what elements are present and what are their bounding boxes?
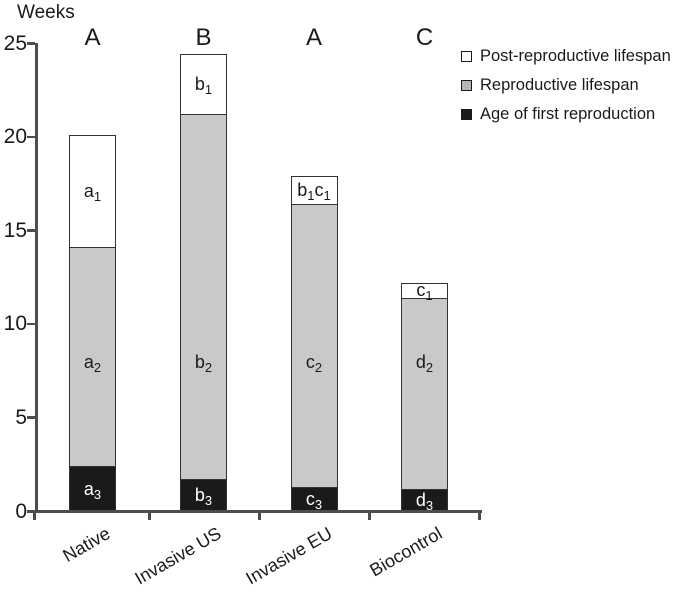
subscript: 1 [204, 82, 213, 98]
subscript: 2 [425, 359, 434, 375]
x-axis-label: Invasive EU [242, 523, 336, 589]
legend-swatch-icon [461, 50, 472, 62]
y-tick-label: 5 [15, 405, 27, 429]
y-axis-line [35, 43, 38, 513]
legend-swatch-icon [461, 108, 472, 120]
x-axis-label: Invasive US [131, 523, 225, 589]
y-tick [27, 42, 35, 45]
y-tick [27, 416, 35, 419]
bar-invasive-us-segment-top [180, 54, 227, 115]
significance-letter: A [305, 24, 323, 51]
x-axis-line [35, 509, 482, 513]
segment-label: c1 [416, 280, 433, 303]
subscript: 1 [307, 187, 315, 203]
subscript: 3 [314, 496, 323, 512]
bar-biocontrol-segment-top [401, 282, 448, 298]
y-tick [27, 135, 35, 139]
y-tick-label: 25 [3, 31, 27, 55]
subscript: 3 [204, 492, 213, 508]
segment-label: b1c1 [297, 179, 331, 203]
y-tick-label: 0 [15, 499, 27, 523]
y-tick-label: 10 [3, 312, 27, 336]
legend-item-post-reproductive-lifespan: Post-reproductive lifespan [461, 47, 671, 65]
y-tick [27, 510, 35, 513]
segment-label: a2 [83, 352, 102, 375]
bar-invasive-eu-segment-middle [290, 203, 338, 487]
x-axis-label: Biocontrol [366, 523, 446, 581]
y-tick-label: 20 [3, 125, 27, 149]
subscript: 2 [204, 359, 213, 375]
bar-native-segment-middle [69, 247, 116, 467]
subscript: 3 [425, 497, 434, 513]
significance-letter: C [415, 24, 434, 51]
legend-item-age-of-first-reproduction: Age of first reproduction [461, 105, 671, 123]
subscript: 1 [323, 187, 331, 203]
x-tick [148, 512, 151, 520]
x-tick [33, 512, 36, 520]
legend: Post-reproductive lifespan Reproductive l… [461, 47, 671, 137]
segment-label: b2 [194, 352, 213, 375]
segment-label: a1 [83, 180, 102, 204]
segment-label: c3 [305, 488, 323, 512]
segment-label: b3 [194, 485, 213, 508]
segment-label: c2 [305, 352, 323, 375]
subscript: 1 [93, 188, 102, 204]
legend-item-reproductive-lifespan: Reproductive lifespan [461, 76, 671, 94]
segment-label: a3 [83, 478, 102, 502]
significance-letter: B [195, 24, 212, 51]
segment-label: b1 [194, 74, 213, 98]
bar-invasive-us-segment-bottom [180, 479, 227, 511]
bar-invasive-us-segment-middle [180, 114, 227, 480]
y-tick-label: 15 [3, 218, 27, 242]
segment-label: d3 [415, 489, 434, 513]
legend-label: Reproductive lifespan [480, 75, 639, 94]
y-tick [27, 229, 35, 232]
x-tick [368, 512, 371, 520]
y-tick [27, 322, 35, 326]
subscript: 2 [93, 359, 102, 375]
x-tick [478, 512, 481, 520]
bar-native-segment-top [69, 134, 116, 248]
y-axis-title: Weeks [17, 2, 75, 23]
bar-invasive-eu-segment-top [290, 175, 338, 204]
subscript: 2 [314, 359, 323, 375]
bar-native-segment-bottom [69, 466, 116, 511]
subscript: 1 [425, 287, 433, 303]
bar-biocontrol-segment-middle [401, 297, 448, 489]
x-tick [258, 512, 261, 520]
x-axis-label: Native [59, 523, 114, 566]
bar-biocontrol-segment-bottom [401, 488, 448, 511]
legend-label: Age of first reproduction [480, 104, 656, 123]
bar-invasive-eu-segment-bottom [290, 486, 338, 511]
legend-swatch-icon [461, 79, 472, 91]
subscript: 3 [93, 486, 102, 502]
significance-letter: A [84, 24, 101, 51]
segment-label: d2 [415, 352, 434, 375]
legend-label: Post-reproductive lifespan [480, 46, 671, 65]
